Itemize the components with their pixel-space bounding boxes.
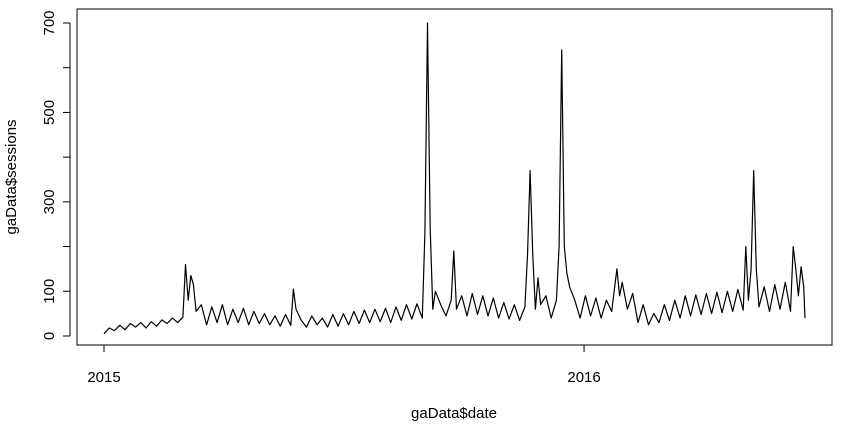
y-axis: 0 100 300 500 700	[41, 10, 71, 340]
x-axis: 2015 2016	[87, 344, 601, 386]
y-axis-title: gaData$sessions	[3, 119, 20, 234]
x-tick-label: 2016	[567, 369, 600, 386]
series-line-0	[103, 22, 806, 335]
x-tick-label: 2015	[87, 369, 120, 386]
y-tick-label: 300	[41, 189, 58, 214]
y-tick-label: 100	[41, 279, 58, 304]
x-axis-title: gaData$date	[411, 405, 497, 422]
y-tick-label: 700	[41, 10, 58, 35]
y-tick-label: 0	[41, 332, 58, 340]
series-group	[103, 22, 806, 335]
y-tick-label: 500	[41, 100, 58, 125]
